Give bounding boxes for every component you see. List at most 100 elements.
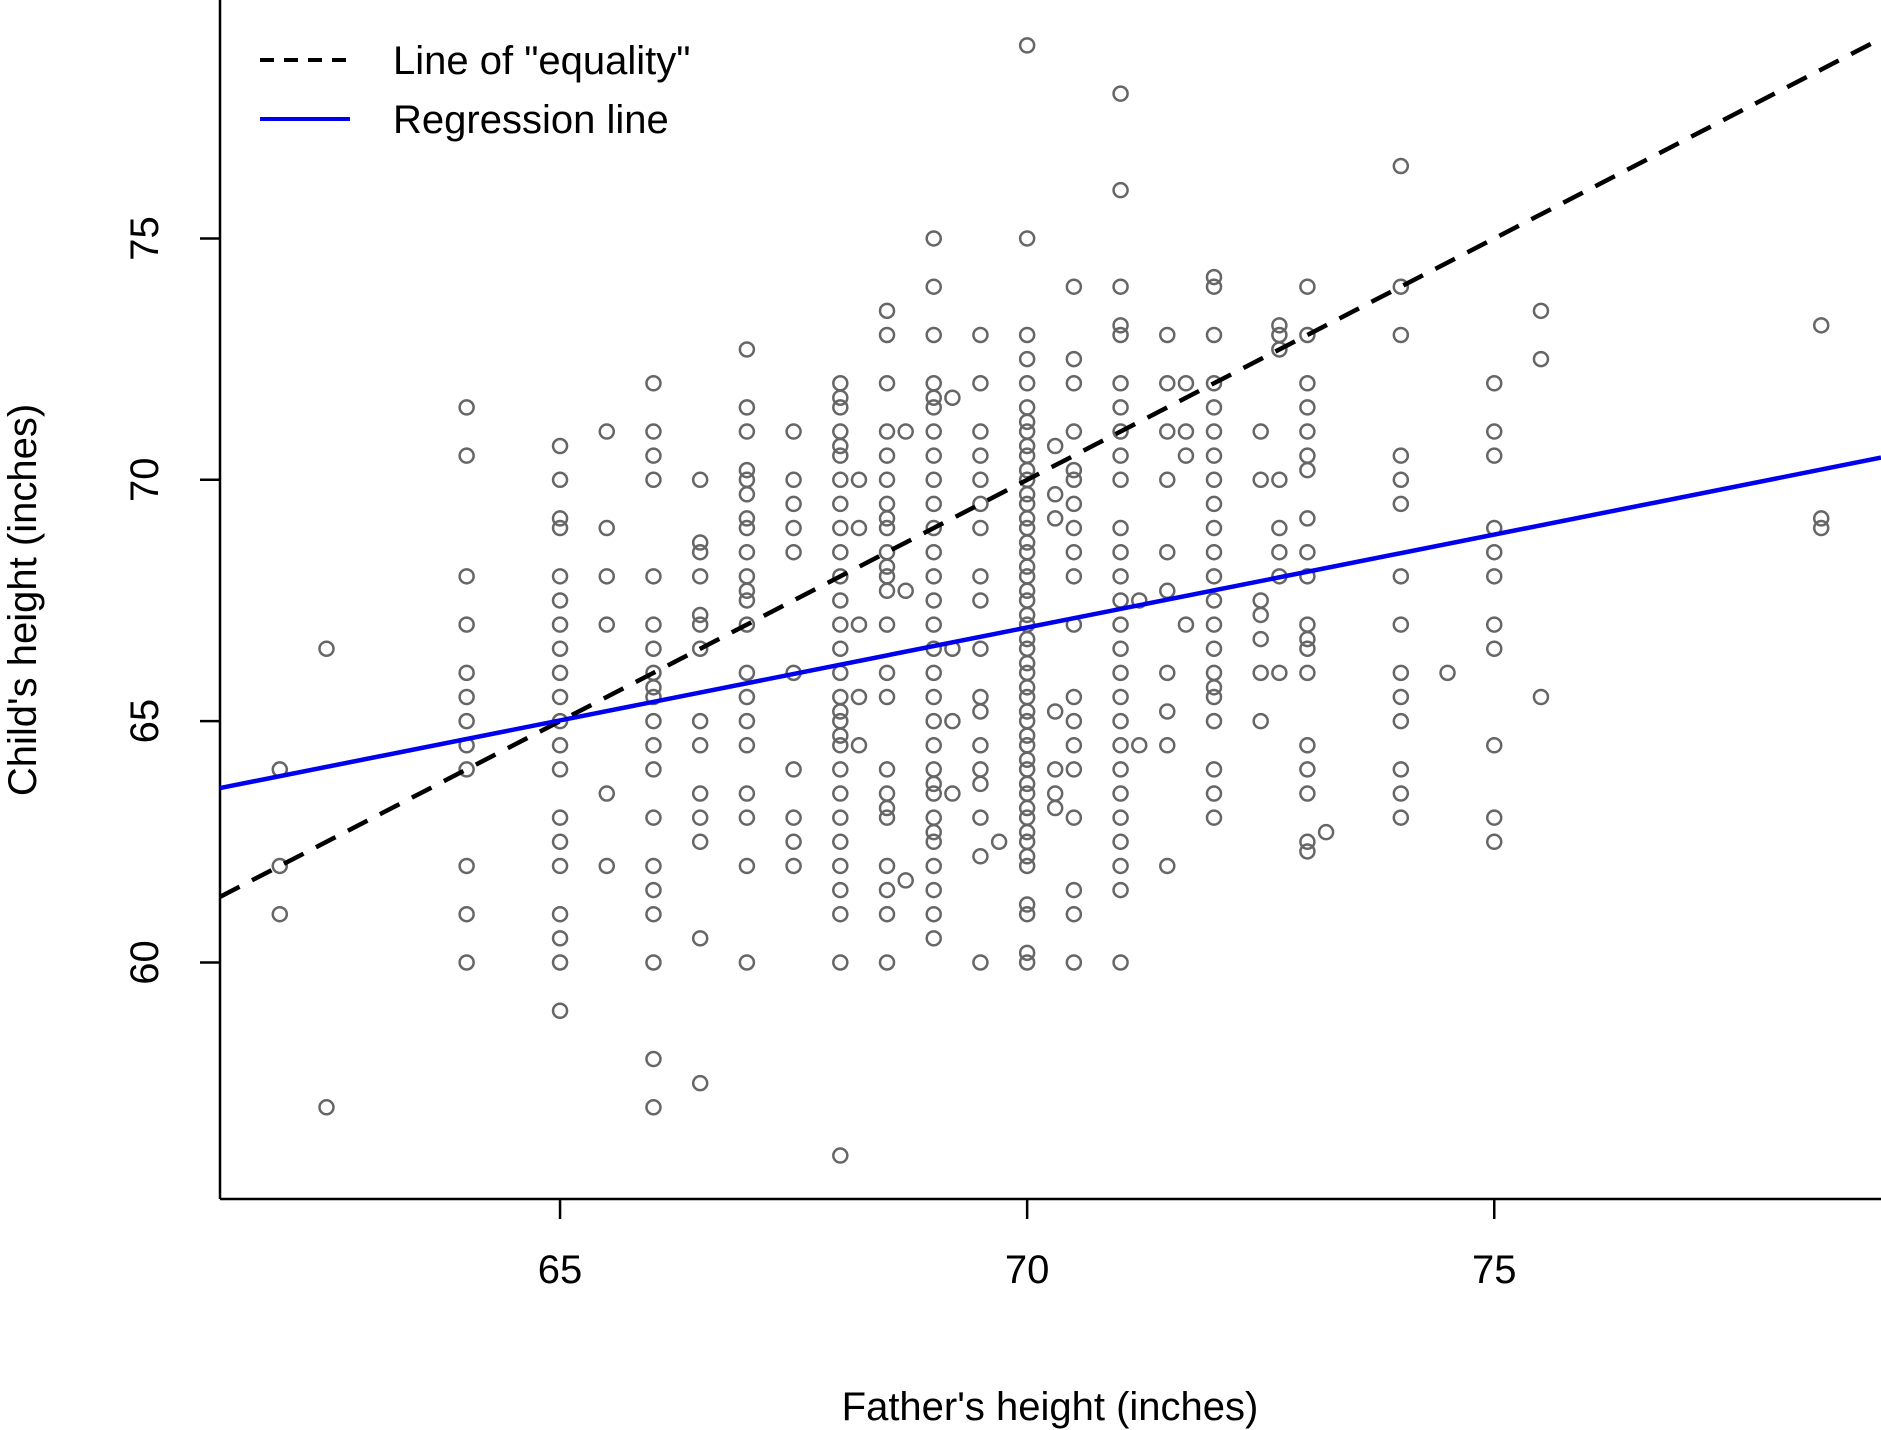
point-199 bbox=[944, 389, 961, 406]
point-169 bbox=[925, 230, 942, 247]
point-180 bbox=[925, 543, 942, 561]
point-53 bbox=[645, 712, 662, 730]
point-222 bbox=[1018, 37, 1036, 54]
point-331 bbox=[1159, 664, 1176, 682]
point-225 bbox=[1018, 350, 1036, 368]
point-406 bbox=[1392, 712, 1410, 730]
point-395 bbox=[1317, 823, 1335, 841]
point-244 bbox=[1018, 606, 1036, 624]
point-391 bbox=[1299, 761, 1316, 778]
point-325 bbox=[1159, 326, 1176, 344]
point-84 bbox=[738, 519, 756, 537]
point-286 bbox=[1065, 568, 1083, 585]
point-54 bbox=[645, 737, 662, 754]
point-255 bbox=[1018, 737, 1036, 754]
point-383 bbox=[1299, 510, 1316, 527]
point-270 bbox=[1046, 437, 1064, 455]
point-385 bbox=[1299, 568, 1316, 585]
point-133 bbox=[832, 881, 849, 899]
point-47 bbox=[645, 568, 662, 585]
reference-lines bbox=[218, 36, 1881, 899]
point-316 bbox=[1112, 761, 1129, 778]
point-419 bbox=[1485, 737, 1503, 754]
x-tick-label-2: 75 bbox=[1472, 1248, 1517, 1292]
point-293 bbox=[1065, 881, 1083, 899]
point-154 bbox=[878, 582, 896, 600]
point-380 bbox=[1299, 423, 1316, 440]
point-152 bbox=[878, 558, 896, 575]
point-306 bbox=[1112, 519, 1129, 537]
point-120 bbox=[832, 616, 849, 633]
point-355 bbox=[1205, 679, 1223, 696]
point-148 bbox=[878, 495, 896, 513]
point-36 bbox=[551, 1002, 569, 1020]
point-229 bbox=[1018, 423, 1036, 440]
point-217 bbox=[972, 775, 989, 793]
point-423 bbox=[1532, 350, 1550, 368]
point-326 bbox=[1159, 375, 1176, 392]
point-185 bbox=[925, 664, 942, 682]
point-260 bbox=[1018, 799, 1036, 817]
point-96 bbox=[738, 857, 756, 875]
point-44 bbox=[645, 423, 662, 440]
point-216 bbox=[972, 761, 989, 778]
point-401 bbox=[1392, 495, 1410, 513]
point-135 bbox=[832, 954, 849, 971]
point-342 bbox=[1205, 375, 1223, 392]
point-8 bbox=[458, 616, 475, 633]
point-10 bbox=[458, 688, 475, 706]
point-350 bbox=[1205, 568, 1223, 585]
point-257 bbox=[1018, 761, 1036, 778]
point-266 bbox=[1018, 896, 1036, 913]
point-337 bbox=[1177, 447, 1195, 464]
point-321 bbox=[1112, 881, 1129, 899]
y-tick-label-3: 75 bbox=[123, 216, 167, 261]
point-119 bbox=[832, 592, 849, 609]
point-348 bbox=[1205, 519, 1223, 537]
point-22 bbox=[551, 592, 569, 609]
point-173 bbox=[925, 389, 942, 406]
point-33 bbox=[551, 905, 569, 923]
point-72 bbox=[691, 785, 709, 802]
point-281 bbox=[1065, 461, 1083, 479]
point-130 bbox=[832, 809, 849, 826]
point-37 bbox=[598, 423, 616, 440]
point-123 bbox=[832, 688, 849, 706]
point-56 bbox=[645, 809, 662, 826]
point-292 bbox=[1065, 809, 1083, 826]
point-345 bbox=[1205, 447, 1223, 464]
point-354 bbox=[1205, 664, 1223, 682]
point-159 bbox=[878, 785, 896, 802]
point-338 bbox=[1177, 616, 1195, 633]
point-346 bbox=[1205, 471, 1223, 489]
point-319 bbox=[1112, 833, 1129, 851]
point-347 bbox=[1205, 495, 1223, 513]
point-416 bbox=[1485, 568, 1503, 585]
point-360 bbox=[1205, 809, 1223, 826]
point-190 bbox=[925, 775, 942, 793]
point-368 bbox=[1271, 317, 1288, 334]
point-417 bbox=[1485, 616, 1503, 633]
point-89 bbox=[738, 616, 756, 633]
legend-regression-label: Regression line bbox=[393, 98, 669, 142]
y-tick-label-1: 65 bbox=[123, 699, 167, 744]
point-320 bbox=[1112, 857, 1129, 875]
point-251 bbox=[1018, 688, 1036, 706]
point-413 bbox=[1485, 447, 1503, 464]
point-366 bbox=[1252, 664, 1269, 682]
point-150 bbox=[878, 519, 896, 537]
y-tick-label-0: 60 bbox=[123, 940, 167, 985]
point-94 bbox=[738, 785, 756, 802]
point-381 bbox=[1299, 447, 1316, 464]
point-234 bbox=[1018, 486, 1036, 503]
point-104 bbox=[785, 761, 802, 778]
point-15 bbox=[458, 905, 475, 923]
point-254 bbox=[1018, 727, 1036, 744]
point-145 bbox=[878, 423, 896, 440]
point-387 bbox=[1299, 630, 1316, 648]
point-26 bbox=[551, 688, 569, 706]
point-329 bbox=[1159, 543, 1176, 561]
x-tick-label-0: 65 bbox=[538, 1248, 583, 1292]
point-57 bbox=[645, 857, 662, 875]
point-400 bbox=[1392, 471, 1410, 489]
